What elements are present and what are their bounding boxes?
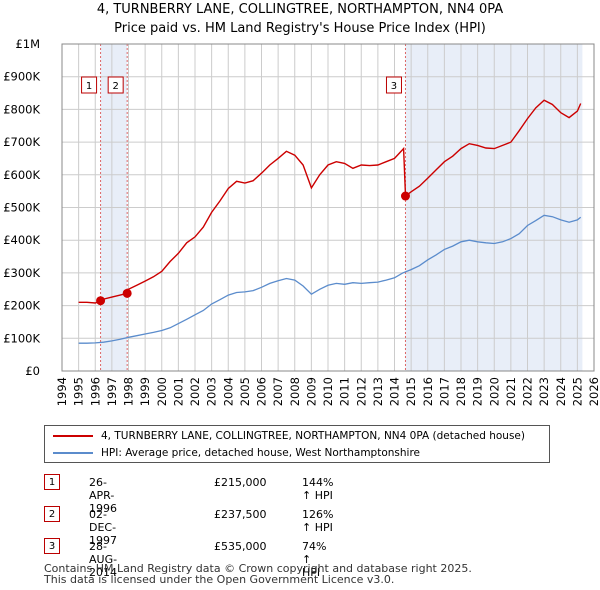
transaction-date: 02-DEC-1997 — [89, 508, 117, 547]
x-tick-label: 2023 — [537, 377, 551, 406]
y-tick-label: £1M — [15, 37, 40, 51]
y-tick-label: £700K — [3, 135, 40, 149]
legend-swatch-hpi — [53, 452, 93, 454]
legend: 4, TURNBERRY LANE, COLLINGTREE, NORTHAMP… — [44, 425, 550, 463]
sale-points — [96, 191, 410, 306]
x-tick-label: 2015 — [404, 377, 418, 406]
x-tick-label: 2009 — [304, 377, 318, 406]
legend-label-hpi: HPI: Average price, detached house, West… — [101, 447, 420, 459]
sale-point — [400, 191, 410, 201]
transaction-badge: 1 — [44, 474, 60, 490]
x-tick-label: 1998 — [122, 377, 136, 406]
transaction-price: £215,000 — [214, 476, 267, 489]
transaction-hpi: 126% ↑ HPI — [302, 508, 334, 534]
transaction-hpi: 144% ↑ HPI — [302, 476, 334, 502]
sale-marker-lines — [100, 44, 406, 371]
x-tick-label: 2003 — [205, 377, 219, 406]
x-tick-label: 1996 — [88, 377, 102, 406]
x-tick-label: 1994 — [55, 377, 69, 406]
y-tick-label: £900K — [3, 70, 40, 84]
price-chart: 1 2 3 £0 £100K £200K £300K £400K £500K £600K £700… — [3, 37, 600, 406]
transaction-badge: 2 — [44, 506, 60, 522]
sale-label-text: 2 — [112, 81, 118, 92]
x-tick-label: 2010 — [321, 377, 335, 406]
sale-label-text: 3 — [391, 81, 397, 92]
legend-item-property: 4, TURNBERRY LANE, COLLINGTREE, NORTHAMP… — [53, 428, 525, 444]
property-series-line — [126, 146, 407, 294]
x-tick-label: 2017 — [437, 377, 451, 406]
footer-license: This data is licensed under the Open Gov… — [44, 573, 395, 586]
x-tick-label: 2026 — [587, 377, 600, 406]
y-tick-label: £0 — [25, 364, 40, 378]
plot-frame — [61, 43, 595, 372]
legend-swatch-property — [53, 435, 93, 437]
y-tick-label: £100K — [3, 331, 40, 345]
x-tick-label: 2006 — [255, 377, 269, 406]
sale-point — [122, 288, 132, 298]
transaction-price: £535,000 — [214, 540, 267, 553]
sale-point — [96, 296, 106, 306]
x-tick-label: 2011 — [338, 377, 352, 406]
hpi-series-line — [78, 214, 582, 344]
x-tick-label: 2014 — [388, 377, 402, 406]
x-tick-label: 2025 — [570, 377, 584, 406]
x-tick-label: 1995 — [72, 377, 86, 406]
x-tick-label: 2000 — [155, 377, 169, 406]
x-tick-label: 2016 — [421, 377, 435, 406]
x-tick-label: 2024 — [554, 377, 568, 406]
footer-copyright: Contains HM Land Registry data © Crown c… — [44, 562, 472, 575]
transaction-badge: 3 — [44, 538, 60, 554]
sale-label-box — [81, 76, 98, 94]
sale-label-box — [107, 76, 124, 94]
legend-item-hpi: HPI: Average price, detached house, West… — [53, 445, 420, 461]
x-tick-label: 2008 — [288, 377, 302, 406]
sale-label-box — [385, 76, 402, 94]
y-tick-label: £400K — [3, 233, 40, 247]
y-tick-label: £600K — [3, 168, 40, 182]
x-tick-label: 2004 — [221, 377, 235, 406]
property-series-line — [405, 99, 582, 197]
x-tick-label: 2001 — [171, 377, 185, 406]
x-tick-label: 2012 — [354, 377, 368, 406]
y-tick-label: £300K — [3, 266, 40, 280]
x-tick-label: 2005 — [238, 377, 252, 406]
transaction-hpi: 74% ↑ HPI — [302, 540, 327, 579]
y-tick-label: £500K — [3, 201, 40, 215]
chart-title: 4, TURNBERRY LANE, COLLINGTREE, NORTHAMP… — [96, 2, 504, 17]
x-tick-label: 1999 — [138, 377, 152, 406]
x-axis: 1994 1995 1996 1997 1998 1999 2000 2001 2002 2003… — [55, 377, 600, 406]
x-tick-label: 2002 — [188, 377, 202, 406]
y-tick-label: £200K — [3, 299, 40, 313]
sale-labels: 1 2 3 — [81, 76, 402, 94]
sale-label-text: 1 — [86, 81, 92, 92]
y-axis: £0 £100K £200K £300K £400K £500K £600K £700K £80… — [3, 37, 40, 378]
y-tick-label: £800K — [3, 102, 40, 116]
x-tick-label: 2019 — [471, 377, 485, 406]
x-tick-label: 2018 — [454, 377, 468, 406]
x-tick-label: 1997 — [105, 377, 119, 406]
x-tick-label: 2013 — [371, 377, 385, 406]
transaction-date: 26-APR-1996 — [89, 476, 117, 515]
transaction-price: £237,500 — [214, 508, 267, 521]
x-tick-label: 2007 — [271, 377, 285, 406]
legend-label-property: 4, TURNBERRY LANE, COLLINGTREE, NORTHAMP… — [101, 430, 525, 442]
chart-subtitle: Price paid vs. HM Land Registry's House … — [114, 21, 486, 36]
transaction-date: 28-AUG-2014 — [89, 540, 118, 579]
x-tick-label: 2022 — [521, 377, 535, 406]
series-layer — [78, 99, 582, 344]
x-tick-label: 2021 — [504, 377, 518, 406]
x-tick-label: 2020 — [487, 377, 501, 406]
